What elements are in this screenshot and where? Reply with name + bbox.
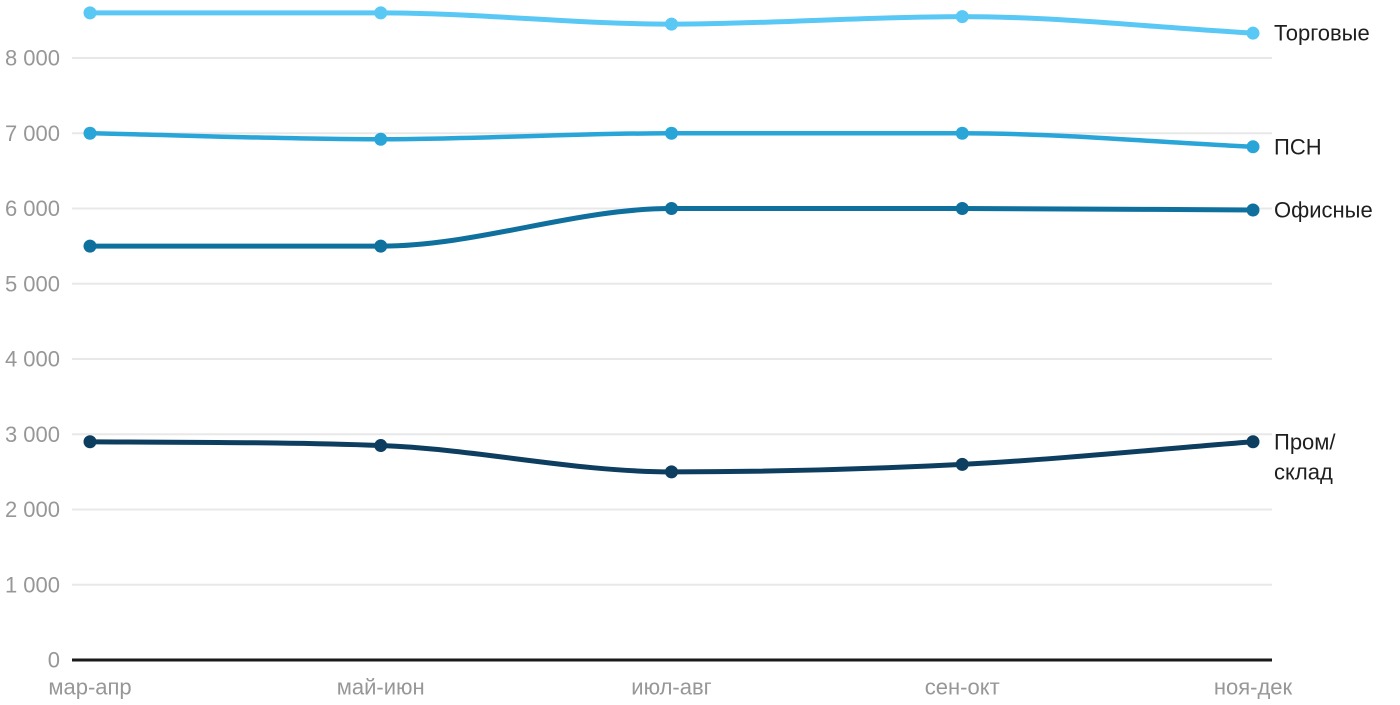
y-axis-tick-label: 1 000 xyxy=(5,572,60,597)
series-marker-psn xyxy=(665,126,678,140)
y-axis-tick-label: 0 xyxy=(48,648,60,673)
x-axis-tick-label: ноя-дек xyxy=(1214,675,1293,700)
y-axis-tick-label: 5 000 xyxy=(5,271,60,296)
series-marker-psn xyxy=(83,126,97,140)
y-axis-tick-label: 8 000 xyxy=(5,46,60,71)
y-axis-tick-label: 3 000 xyxy=(5,422,60,447)
series-marker-psn xyxy=(374,132,388,146)
series-marker-psn xyxy=(1246,140,1260,154)
series-label-psn: ПСН xyxy=(1274,134,1322,159)
y-axis-tick-label: 4 000 xyxy=(5,347,60,372)
series-marker-prom-sklad xyxy=(374,439,388,453)
series-marker-torgovye xyxy=(83,6,97,20)
series-label-ofisnye: Офисные xyxy=(1274,198,1373,223)
x-axis-tick-label: май-июн xyxy=(337,675,425,700)
series-marker-ofisnye xyxy=(665,202,678,215)
series-marker-prom-sklad xyxy=(955,457,969,471)
series-marker-ofisnye xyxy=(1246,203,1260,217)
series-label-prom-sklad: Пром/ xyxy=(1274,429,1336,454)
series-marker-ofisnye xyxy=(955,202,969,215)
series-marker-psn xyxy=(955,126,969,140)
x-axis-tick-label: мар-апр xyxy=(48,675,131,700)
series-marker-torgovye xyxy=(955,10,969,24)
series-label-torgovye: Торговые xyxy=(1274,21,1370,46)
y-axis-tick-label: 2 000 xyxy=(5,497,60,522)
series-marker-ofisnye xyxy=(374,239,388,253)
series-marker-ofisnye xyxy=(83,239,97,253)
x-axis-tick-label: сен-окт xyxy=(925,675,1000,700)
series-marker-torgovye xyxy=(374,6,388,20)
series-label-prom-sklad: склад xyxy=(1274,459,1333,484)
series-marker-torgovye xyxy=(665,17,678,31)
x-axis-tick-label: июл-авг xyxy=(631,675,711,700)
series-marker-prom-sklad xyxy=(1246,435,1260,449)
series-marker-torgovye xyxy=(1246,26,1260,40)
series-marker-prom-sklad xyxy=(83,435,97,449)
y-axis-tick-label: 6 000 xyxy=(5,196,60,221)
y-axis-tick-label: 7 000 xyxy=(5,121,60,146)
series-marker-prom-sklad xyxy=(665,465,678,479)
